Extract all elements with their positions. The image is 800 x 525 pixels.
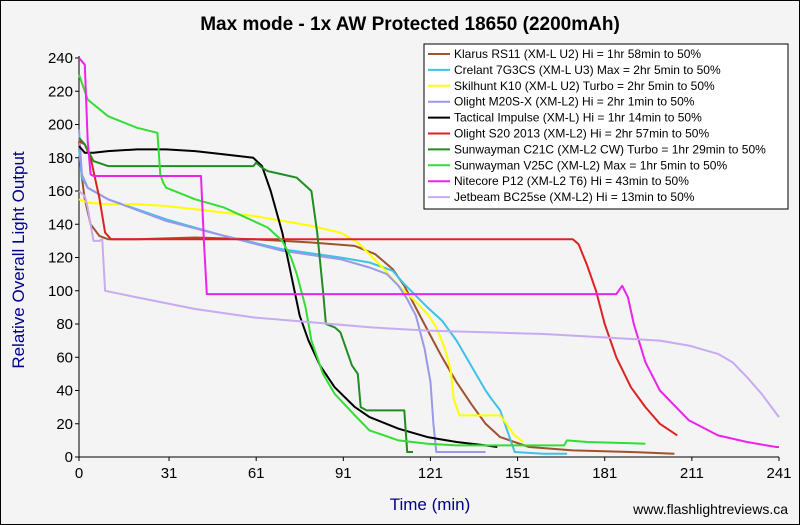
- y-tick-label: 200: [48, 117, 73, 134]
- y-axis-label: Relative Overall Light Output: [9, 151, 28, 369]
- y-tick-label: 160: [48, 183, 73, 200]
- x-tick-label: 151: [505, 465, 530, 482]
- legend-entry: Skilhunt K10 (XM-L U2) Turbo = 2hr 5min …: [454, 79, 715, 93]
- legend-box: [423, 43, 789, 210]
- series-line-8: [78, 74, 646, 447]
- x-tick-label: 61: [248, 465, 265, 482]
- credit-text: www.flashlightreviews.ca: [632, 501, 788, 517]
- y-tick-label: 180: [48, 150, 73, 167]
- legend-entry: Sunwayman C21C (XM-L2 CW) Turbo = 1hr 29…: [454, 142, 766, 156]
- x-axis-label: Time (min): [390, 495, 471, 514]
- y-tick-label: 120: [48, 250, 73, 267]
- legend-entry: Jetbeam BC25se (XM-L2) Hi = 13min to 50%: [454, 190, 695, 204]
- x-tick-label: 121: [418, 465, 443, 482]
- y-tick-label: 60: [56, 349, 73, 366]
- legend-entry: Olight M20S-X (XM-L2) Hi = 2hr 1min to 5…: [454, 95, 695, 109]
- legend-entry: Sunwayman V25C (XM-L2) Max = 1hr 5min to…: [454, 158, 727, 172]
- legend-entry: Tactical Impulse (XM-L) Hi = 1hr 14min t…: [454, 111, 702, 125]
- x-tick-label: 211: [680, 465, 704, 482]
- chart-title: Max mode - 1x AW Protected 18650 (2200mA…: [200, 14, 620, 35]
- series-line-4: [78, 129, 486, 453]
- y-tick-label: 140: [48, 216, 73, 233]
- legend-entry: Crelant 7G3CS (XM-L U3) Max = 2hr 5min t…: [454, 63, 721, 77]
- y-tick-label: 20: [56, 416, 73, 433]
- series-line-9: [78, 57, 779, 448]
- x-tick-label: 31: [161, 465, 178, 482]
- x-tick-label: 181: [592, 465, 617, 482]
- series-line-10: [78, 190, 780, 418]
- y-tick-label: 240: [48, 50, 73, 67]
- series-line-5: [78, 145, 498, 448]
- y-tick-label: 0: [65, 449, 73, 466]
- series-lines: [78, 57, 780, 455]
- y-tick-label: 80: [56, 316, 73, 333]
- legend-entry: Olight S20 2013 (XM-L2) Hi = 2hr 57min t…: [454, 127, 709, 141]
- legend: Klarus RS11 (XM-L U2) Hi = 1hr 58min to …: [423, 43, 789, 210]
- x-tick-label: 0: [75, 465, 83, 482]
- y-tick-label: 100: [48, 283, 73, 300]
- legend-entry: Klarus RS11 (XM-L U2) Hi = 1hr 58min to …: [454, 47, 701, 61]
- series-line-3: [78, 198, 525, 443]
- series-line-6: [78, 140, 678, 437]
- y-tick-label: 40: [56, 383, 73, 400]
- y-tick-label: 220: [48, 83, 73, 100]
- series-line-7: [78, 137, 413, 453]
- x-tick-label: 91: [335, 465, 352, 482]
- x-tick-label: 241: [766, 465, 791, 482]
- legend-entry: Nitecore P12 (XM-L2 T6) Hi = 43min to 50…: [454, 174, 689, 188]
